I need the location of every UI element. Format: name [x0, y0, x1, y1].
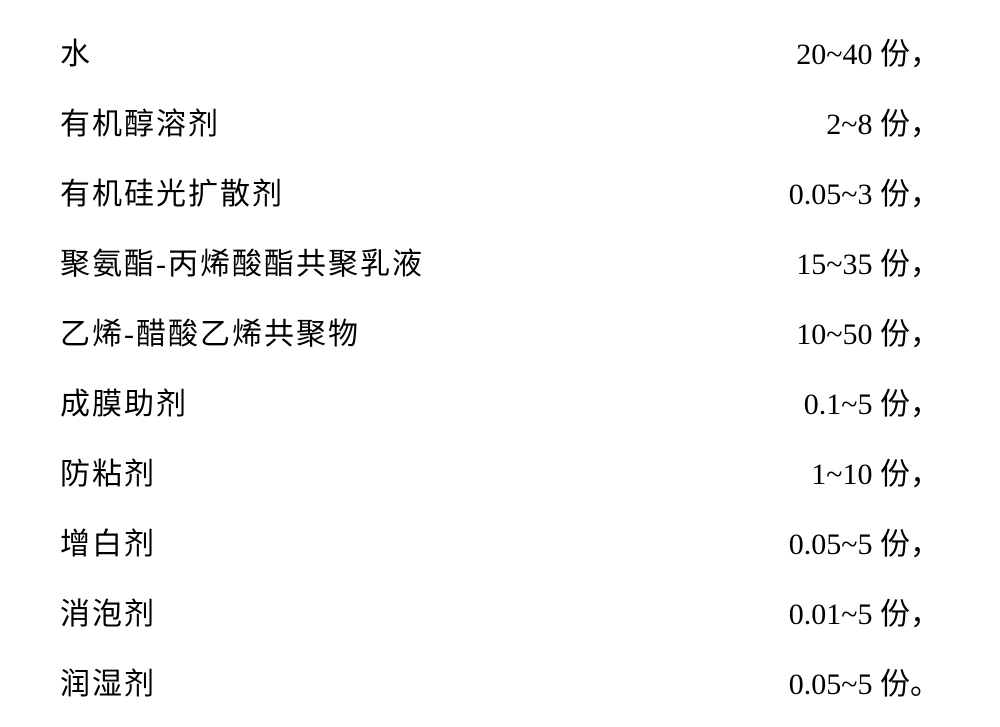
ingredient-value: 0.01~5 份，: [789, 580, 940, 650]
ingredient-label: 防粘剂: [60, 440, 156, 510]
ingredient-value: 15~35 份，: [796, 230, 940, 300]
table-row: 有机硅光扩散剂 0.05~3 份，: [60, 160, 940, 230]
ingredient-value: 0.05~5 份。: [789, 650, 940, 720]
ingredient-value: 1~10 份，: [811, 440, 940, 510]
ingredient-value: 20~40 份，: [796, 20, 940, 90]
ingredients-table: 水 20~40 份， 有机醇溶剂 2~8 份， 有机硅光扩散剂 0.05~3 份…: [60, 20, 940, 720]
table-row: 防粘剂 1~10 份，: [60, 440, 940, 510]
ingredient-label: 润湿剂: [60, 650, 156, 720]
ingredient-label: 增白剂: [60, 510, 156, 580]
table-row: 有机醇溶剂 2~8 份，: [60, 90, 940, 160]
ingredient-label: 乙烯-醋酸乙烯共聚物: [60, 300, 360, 370]
ingredient-label: 聚氨酯-丙烯酸酯共聚乳液: [60, 230, 424, 300]
ingredient-value: 0.05~3 份，: [789, 160, 940, 230]
ingredient-value: 2~8 份，: [826, 90, 940, 160]
table-row: 增白剂 0.05~5 份，: [60, 510, 940, 580]
table-row: 消泡剂 0.01~5 份，: [60, 580, 940, 650]
table-row: 乙烯-醋酸乙烯共聚物 10~50 份，: [60, 300, 940, 370]
table-row: 聚氨酯-丙烯酸酯共聚乳液 15~35 份，: [60, 230, 940, 300]
ingredient-label: 有机醇溶剂: [60, 90, 220, 160]
ingredient-value: 0.1~5 份，: [804, 370, 940, 440]
table-row: 水 20~40 份，: [60, 20, 940, 90]
ingredient-label: 水: [60, 20, 92, 90]
table-row: 润湿剂 0.05~5 份。: [60, 650, 940, 720]
ingredient-label: 消泡剂: [60, 580, 156, 650]
ingredient-label: 有机硅光扩散剂: [60, 160, 284, 230]
table-row: 成膜助剂 0.1~5 份，: [60, 370, 940, 440]
ingredient-value: 0.05~5 份，: [789, 510, 940, 580]
ingredient-label: 成膜助剂: [60, 370, 188, 440]
ingredient-value: 10~50 份，: [796, 300, 940, 370]
